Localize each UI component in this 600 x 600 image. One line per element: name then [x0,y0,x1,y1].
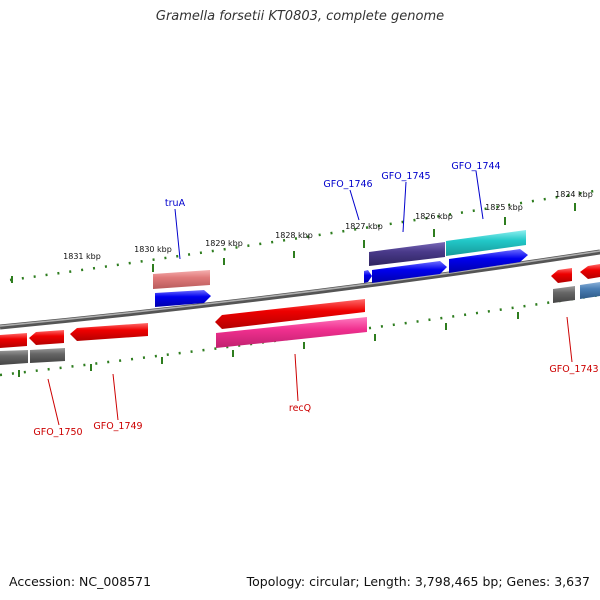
gene-label-GFO_1750[interactable]: GFO_1750 [33,427,82,438]
kbp-label: 1824 kbp [555,190,593,199]
kbp-label: 1831 kbp [63,252,101,261]
inner-tick-ring [0,293,600,377]
gene-label-GFO_1745[interactable]: GFO_1745 [381,171,430,182]
major-ticks-outer [11,203,576,283]
gene-feature-GFO_1743-red[interactable] [551,264,600,283]
gene-label-truA[interactable]: truA [165,198,186,209]
map-title: Gramella forsetii KT0803, complete genom… [155,9,445,24]
gene-label-GFO_1746[interactable]: GFO_1746 [323,179,372,190]
accession-text: Accession: NC_008571 [9,574,152,589]
gene-feature-recQ-red[interactable] [215,299,365,329]
gene-feature-recQ-pink[interactable] [216,317,367,348]
gene-feature-GFO_1749-red[interactable] [70,323,148,341]
leader-lines-bottom [47,316,573,426]
gene-feature-GFO_1743-gray[interactable] [553,286,575,303]
gene-label-GFO_1744[interactable]: GFO_1744 [451,161,500,172]
gene-feature-GFO_1743-steel[interactable] [580,282,600,299]
gene-feature-GFO_1745-purple[interactable] [369,242,445,266]
gene-feature-GFO_1745-cds[interactable] [372,261,447,283]
gene-feature-GFO_1744-cyan[interactable] [446,230,526,256]
major-ticks-inner [18,312,519,377]
kbp-label: 1829 kbp [205,239,243,248]
kbp-label: 1830 kbp [134,245,172,254]
gene-feature-GFO_1750-gray[interactable] [0,348,65,365]
gene-label-recQ[interactable]: recQ [289,403,311,414]
gene-label-GFO_1743[interactable]: GFO_1743 [549,364,598,375]
gene-feature-truA-salmon[interactable] [153,270,210,289]
kbp-label: 1827 kbp [345,222,383,231]
topology-text: Topology: circular; Length: 3,798,465 bp… [246,574,590,589]
kbp-label: 1826 kbp [415,212,453,221]
kbp-label: 1825 kbp [485,203,523,212]
gene-label-GFO_1749[interactable]: GFO_1749 [93,421,142,432]
gene-feature-left-red[interactable] [0,333,27,348]
genome-backbone [0,249,600,330]
leader-lines-top [174,170,484,260]
gene-feature-GFO_1750-red[interactable] [29,330,64,345]
gene-feature-truA-cds[interactable] [155,290,211,307]
gene-feature-GFO_1746[interactable] [364,270,372,283]
kbp-label: 1828 kbp [275,231,313,240]
gene-feature-GFO_1744-cds[interactable] [449,249,528,273]
